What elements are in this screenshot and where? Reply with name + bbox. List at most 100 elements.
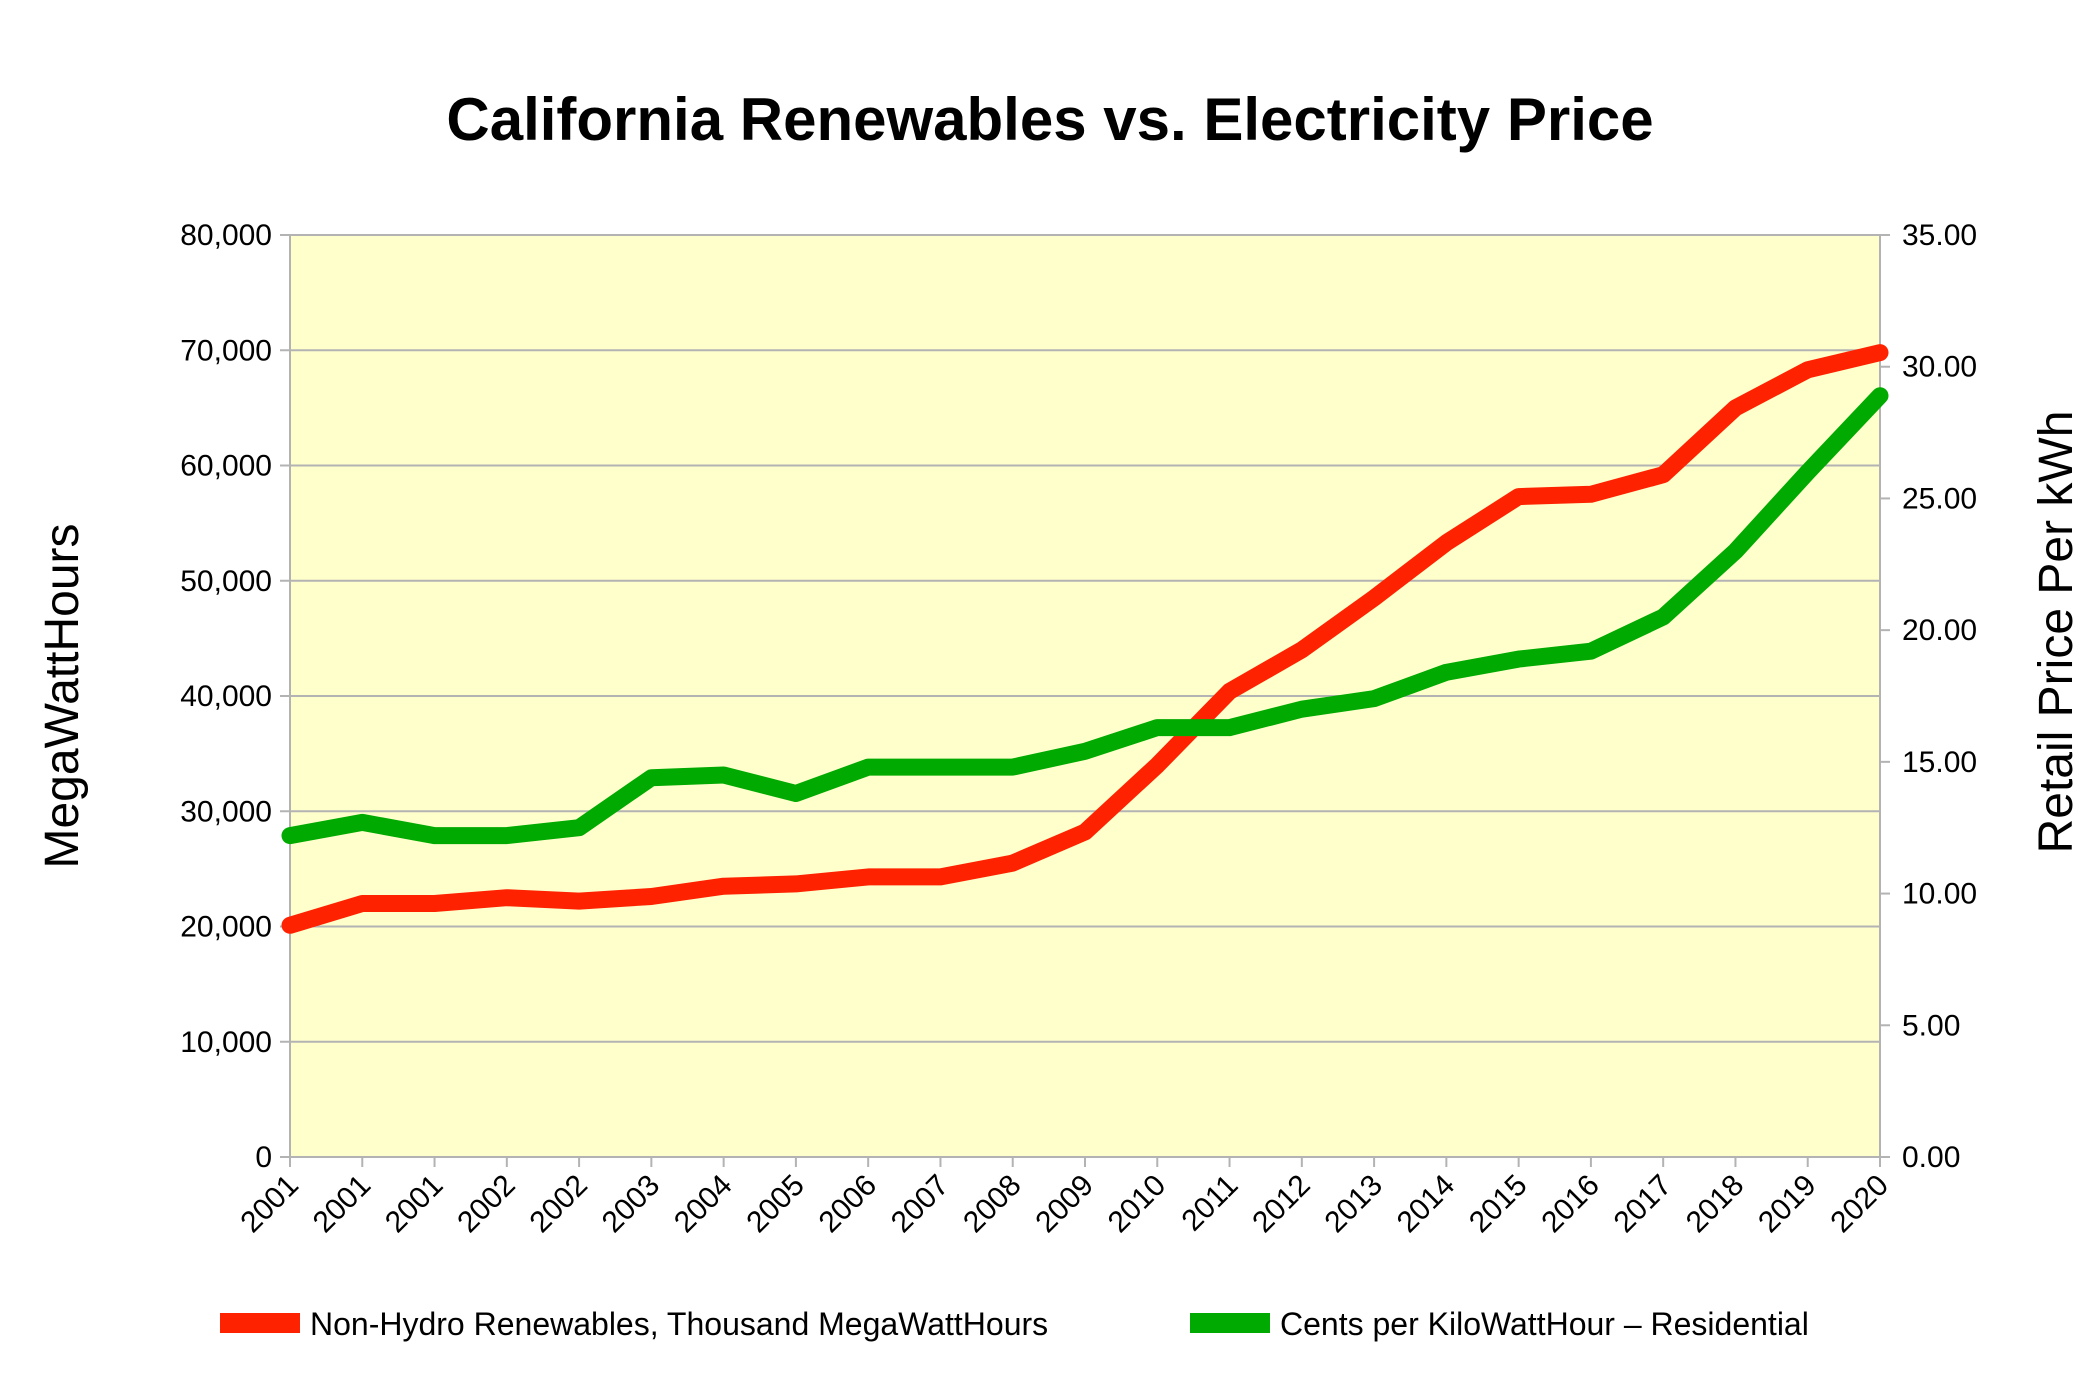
data-point-renewables	[1872, 344, 1888, 361]
x-tick-label: 2010	[1102, 1169, 1173, 1240]
data-point-renewables	[715, 878, 732, 895]
x-tick-label: 2006	[813, 1169, 884, 1240]
data-point-renewables	[1727, 399, 1744, 416]
data-point-price	[282, 827, 298, 844]
data-point-renewables	[1582, 486, 1599, 503]
data-point-price	[643, 769, 660, 786]
left-tick-label: 50,000	[180, 565, 272, 598]
data-point-price	[354, 814, 371, 831]
x-tick-label: 2017	[1608, 1169, 1679, 1240]
data-point-price	[1366, 690, 1383, 707]
grid-lines	[290, 349, 1880, 1043]
data-point-renewables	[932, 868, 949, 885]
data-point-price	[498, 827, 515, 844]
data-point-renewables	[860, 868, 877, 885]
data-point-renewables	[1293, 641, 1310, 658]
x-tick-label: 2001	[234, 1169, 305, 1240]
y-axis-left-label: MegaWattHours	[36, 524, 89, 869]
left-tick-label: 60,000	[180, 450, 272, 483]
legend: Non-Hydro Renewables, Thousand MegaWattH…	[220, 1306, 1809, 1342]
data-point-price	[1221, 719, 1238, 736]
data-point-renewables	[1799, 361, 1816, 378]
chart-title: California Renewables vs. Electricity Pr…	[446, 86, 1653, 153]
data-point-price	[1655, 608, 1672, 625]
x-tick-label: 2002	[524, 1169, 595, 1240]
x-tick-label: 2018	[1680, 1169, 1751, 1240]
right-tick-label: 20.00	[1902, 614, 1977, 647]
x-tick-label: 2004	[668, 1169, 739, 1240]
right-tick-label: 10.00	[1902, 878, 1977, 911]
right-tick-label: 5.00	[1902, 1009, 1960, 1042]
y-axis-right-label: Retail Price Per kWh	[2030, 411, 2083, 854]
data-point-price	[932, 759, 949, 776]
left-tick-label: 70,000	[180, 334, 272, 367]
x-tick-label: 2008	[957, 1169, 1028, 1240]
legend-label-price: Cents per KiloWattHour – Residential	[1280, 1306, 1809, 1342]
legend-swatch-price	[1190, 1313, 1270, 1333]
x-tick-label: 2001	[307, 1169, 378, 1240]
left-tick-label: 0	[255, 1141, 272, 1174]
data-point-price	[1004, 759, 1021, 776]
x-axis: 2001 2001 2001 2002 2002 2003 2004 2005 2006 2007…	[234, 1157, 1895, 1239]
x-tick-label: 2014	[1391, 1169, 1462, 1240]
left-tick-label: 20,000	[180, 911, 272, 944]
data-point-renewables	[1077, 823, 1093, 840]
data-point-price	[1293, 701, 1310, 718]
data-point-renewables	[282, 917, 298, 934]
data-point-price	[1727, 543, 1744, 560]
data-point-price	[1510, 651, 1527, 668]
right-tick-label: 0.00	[1902, 1141, 1960, 1174]
data-point-renewables	[1366, 590, 1383, 607]
data-point-price	[1149, 719, 1166, 736]
x-tick-label: 2003	[596, 1169, 667, 1240]
x-tick-label: 2011	[1176, 1169, 1245, 1238]
left-axis: 0 10,000 20,000 30,000 40,000 50,000 60,000 70,…	[180, 219, 290, 1174]
x-tick-label: 2009	[1029, 1169, 1100, 1240]
x-tick-label: 2007	[885, 1169, 956, 1240]
data-point-price	[1582, 643, 1599, 660]
data-point-price	[860, 759, 877, 776]
data-point-renewables	[571, 893, 588, 910]
data-point-renewables	[1655, 466, 1672, 483]
data-point-price	[1077, 743, 1093, 760]
left-tick-label: 40,000	[180, 680, 272, 713]
legend-swatch-renewables	[220, 1313, 300, 1333]
right-tick-label: 15.00	[1902, 746, 1977, 779]
x-tick-label: 2016	[1535, 1169, 1606, 1240]
data-point-price	[571, 819, 588, 836]
right-axis: 0.00 5.00 10.00 15.00 20.00 25.00 30.00 35.00	[1880, 219, 1977, 1174]
x-tick-label: 2019	[1752, 1169, 1823, 1240]
x-tick-label: 2001	[379, 1169, 450, 1240]
data-point-renewables	[498, 889, 515, 906]
data-point-price	[426, 827, 443, 844]
x-tick-label: 2020	[1824, 1169, 1895, 1240]
data-point-renewables	[1221, 683, 1238, 700]
x-tick-label: 2012	[1246, 1169, 1317, 1240]
data-point-renewables	[1510, 488, 1527, 505]
x-tick-label: 2013	[1319, 1169, 1390, 1240]
data-point-price	[715, 767, 732, 784]
left-tick-label: 30,000	[180, 795, 272, 828]
right-tick-label: 35.00	[1902, 219, 1977, 252]
x-tick-label: 2005	[740, 1169, 811, 1240]
data-point-renewables	[426, 895, 443, 912]
legend-item-price: Cents per KiloWattHour – Residential	[1190, 1306, 1809, 1342]
data-point-renewables	[643, 888, 660, 905]
data-point-renewables	[787, 875, 804, 892]
x-tick-label: 2002	[451, 1169, 522, 1240]
legend-item-renewables: Non-Hydro Renewables, Thousand MegaWattH…	[220, 1306, 1048, 1342]
data-point-price	[787, 785, 804, 802]
series-lines	[281, 344, 1889, 934]
left-tick-label: 10,000	[180, 1026, 272, 1059]
x-tick-label: 2015	[1463, 1169, 1534, 1240]
data-point-renewables	[1149, 757, 1166, 774]
data-point-renewables	[354, 895, 371, 912]
data-point-price	[1799, 464, 1816, 481]
left-tick-label: 80,000	[180, 219, 272, 252]
data-point-renewables	[1438, 534, 1455, 551]
legend-label-renewables: Non-Hydro Renewables, Thousand MegaWattH…	[310, 1306, 1048, 1342]
data-point-price	[1438, 664, 1455, 681]
data-point-price	[1872, 387, 1888, 404]
data-point-renewables	[1004, 855, 1021, 872]
